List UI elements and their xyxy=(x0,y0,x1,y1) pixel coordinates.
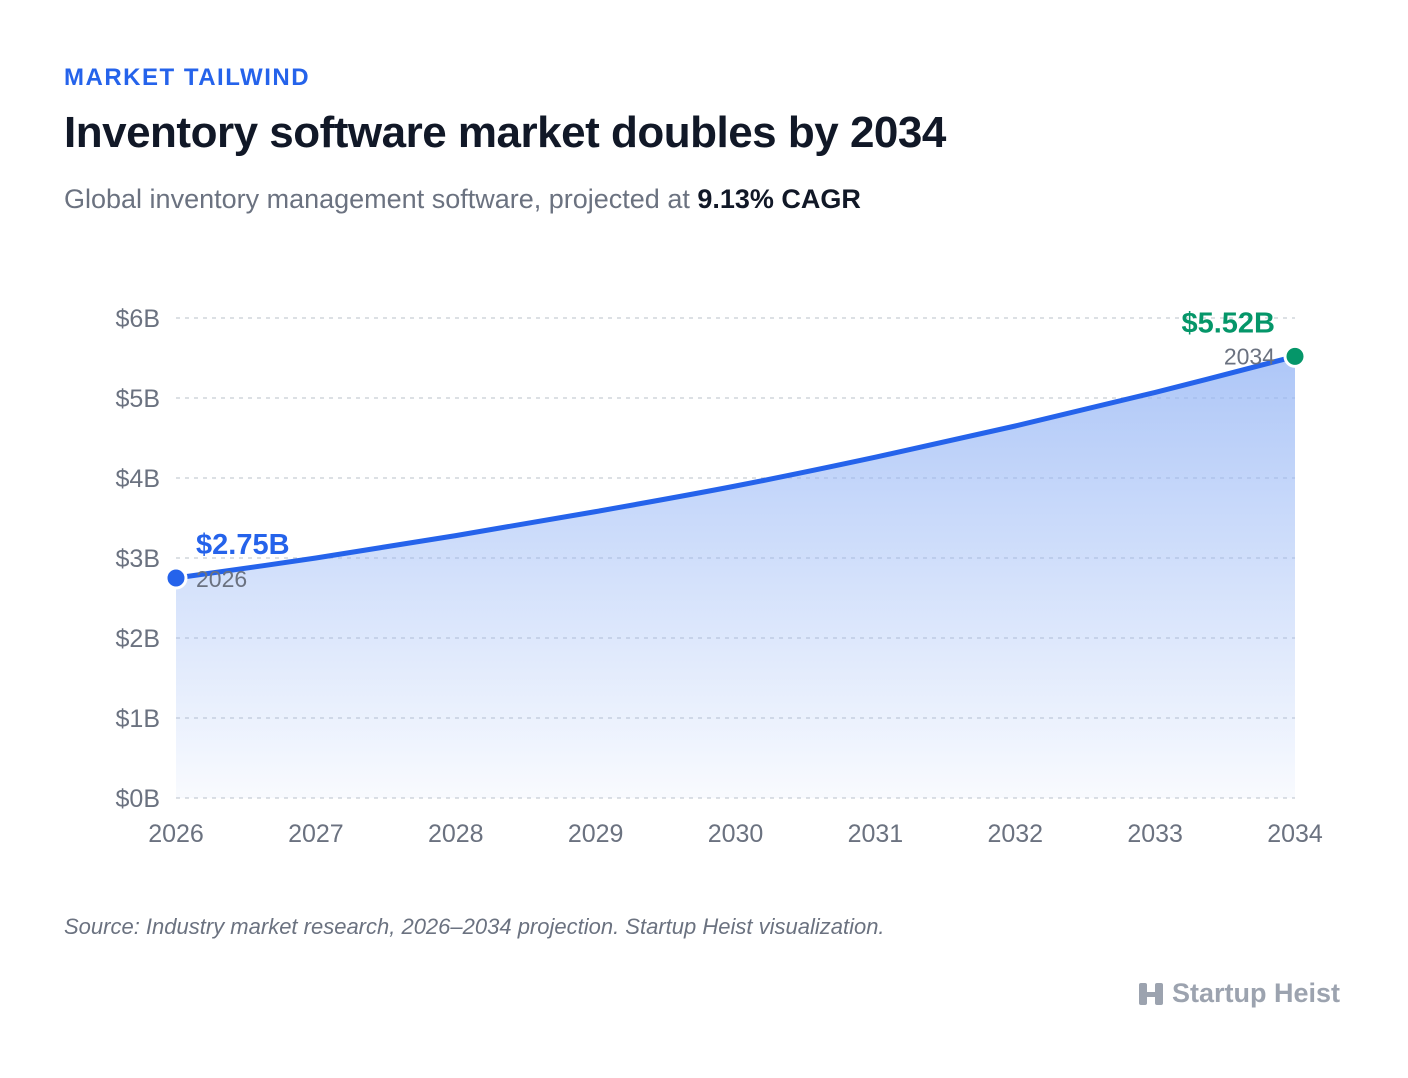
value-label-2034: $5.52B xyxy=(1181,307,1275,339)
x-tick-label: 2029 xyxy=(568,820,624,848)
year-label-2026: 2026 xyxy=(196,566,247,592)
y-tick-label: $4B xyxy=(116,465,160,493)
series-line xyxy=(173,353,1298,581)
x-tick-label: 2028 xyxy=(428,820,484,848)
value-label-2026: $2.75B xyxy=(196,529,290,561)
area-fill-group xyxy=(173,353,1298,798)
y-tick-label: $0B xyxy=(116,785,160,813)
cagr-highlight: 9.13% CAGR xyxy=(697,184,861,214)
y-tick-label: $5B xyxy=(116,385,160,413)
y-tick-label: $3B xyxy=(116,545,160,573)
year-label-2034: 2034 xyxy=(1224,343,1275,369)
highlight-marker-2034 xyxy=(1283,344,1307,368)
eyebrow-label: MARKET TAILWIND xyxy=(64,64,311,91)
chart-title: Inventory software market doubles by 203… xyxy=(64,108,946,157)
x-tick-label: 2026 xyxy=(148,820,204,848)
area-fill xyxy=(176,356,1295,798)
y-tick-label: $1B xyxy=(116,705,160,733)
x-tick-label: 2027 xyxy=(288,820,344,848)
x-tick-label: 2033 xyxy=(1127,820,1183,848)
source-note: Source: Industry market research, 2026–2… xyxy=(64,914,885,939)
area-chart: $0B$1B$2B$3B$4B$5B$6B 2026 2027 2028 2029 20… xyxy=(116,305,1323,848)
x-tick-label: 2032 xyxy=(987,820,1043,848)
h-logo-icon xyxy=(1138,982,1163,1005)
chart-subtitle: Global inventory management software, pr… xyxy=(64,184,861,215)
annotations: $2.75B 2026 $5.52B 2034 xyxy=(164,307,1307,592)
y-tick-label: $2B xyxy=(116,625,160,653)
highlight-marker-2026 xyxy=(164,566,188,590)
x-axis: 2026 2027 2028 2029 2030 2031 2032 2033 2034 xyxy=(148,820,1323,848)
subtitle-text: Global inventory management software, pr… xyxy=(64,184,690,214)
y-axis: $0B $1B $2B $3B $4B $5B $6B xyxy=(116,305,160,813)
y-tick-label: $6B xyxy=(116,305,160,333)
brand-logo: Startup Heist xyxy=(1138,978,1340,1009)
x-tick-label: 2031 xyxy=(848,820,904,848)
x-tick-label: 2034 xyxy=(1267,820,1323,848)
brand-name: Startup Heist xyxy=(1171,978,1340,1008)
x-tick-label: 2030 xyxy=(708,820,764,848)
